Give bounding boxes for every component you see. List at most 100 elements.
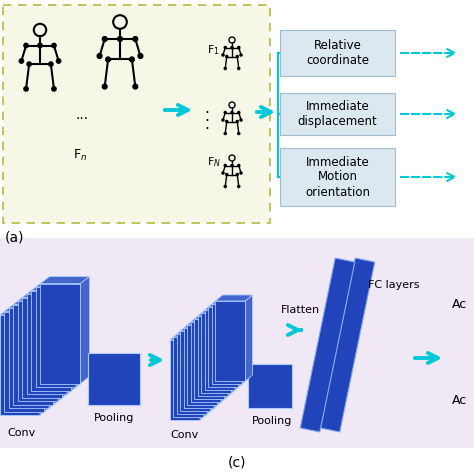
- Polygon shape: [188, 319, 225, 325]
- Bar: [280, 148, 395, 206]
- Text: Immediate
Motion
orientation: Immediate Motion orientation: [305, 155, 370, 199]
- Polygon shape: [4, 311, 45, 411]
- Bar: [88, 353, 140, 405]
- Polygon shape: [49, 301, 58, 408]
- Polygon shape: [214, 322, 221, 408]
- Circle shape: [222, 172, 224, 174]
- Circle shape: [19, 59, 24, 63]
- Circle shape: [118, 36, 122, 41]
- Text: F$_n$: F$_n$: [73, 147, 87, 163]
- Polygon shape: [9, 301, 58, 308]
- Polygon shape: [216, 301, 246, 381]
- Polygon shape: [207, 328, 214, 414]
- Polygon shape: [40, 308, 49, 415]
- Circle shape: [222, 54, 224, 56]
- Circle shape: [133, 36, 137, 41]
- Polygon shape: [246, 295, 253, 381]
- Polygon shape: [218, 319, 225, 405]
- Polygon shape: [212, 304, 242, 384]
- Circle shape: [38, 43, 42, 48]
- Text: .: .: [205, 117, 210, 131]
- Polygon shape: [18, 301, 58, 401]
- Circle shape: [231, 111, 233, 114]
- Circle shape: [226, 55, 228, 57]
- Text: Conv: Conv: [8, 428, 36, 438]
- Circle shape: [24, 87, 28, 91]
- Polygon shape: [198, 316, 228, 396]
- Polygon shape: [4, 304, 54, 311]
- Bar: [3, 5, 270, 223]
- Circle shape: [49, 62, 53, 66]
- Polygon shape: [231, 307, 238, 393]
- Text: Relative
coordinate: Relative coordinate: [306, 39, 369, 67]
- Polygon shape: [194, 313, 231, 319]
- Polygon shape: [209, 301, 246, 307]
- Bar: [0, 238, 474, 448]
- Circle shape: [237, 185, 240, 188]
- Circle shape: [231, 164, 233, 166]
- Text: Pooling: Pooling: [252, 416, 292, 426]
- Text: .: .: [205, 100, 210, 116]
- Polygon shape: [184, 322, 221, 328]
- Circle shape: [24, 43, 28, 48]
- Polygon shape: [18, 294, 67, 301]
- Polygon shape: [177, 328, 214, 334]
- Polygon shape: [31, 291, 72, 391]
- Polygon shape: [181, 331, 210, 411]
- Text: Ac: Ac: [452, 299, 467, 311]
- Circle shape: [106, 57, 110, 62]
- Polygon shape: [205, 310, 235, 390]
- Circle shape: [56, 59, 61, 63]
- Circle shape: [27, 62, 31, 66]
- Polygon shape: [63, 291, 72, 398]
- Circle shape: [240, 54, 242, 56]
- Polygon shape: [188, 325, 218, 405]
- Circle shape: [237, 164, 240, 166]
- Text: Conv: Conv: [171, 430, 199, 440]
- Circle shape: [102, 36, 107, 41]
- Circle shape: [236, 120, 238, 123]
- Polygon shape: [173, 331, 210, 337]
- Circle shape: [52, 87, 56, 91]
- Circle shape: [226, 173, 228, 175]
- Polygon shape: [228, 310, 235, 396]
- Circle shape: [224, 185, 226, 188]
- Polygon shape: [203, 331, 210, 417]
- Circle shape: [138, 54, 143, 58]
- Polygon shape: [31, 283, 81, 291]
- Circle shape: [224, 164, 226, 166]
- Circle shape: [224, 46, 226, 48]
- Polygon shape: [170, 340, 200, 420]
- Polygon shape: [198, 310, 235, 316]
- Circle shape: [224, 132, 226, 135]
- Polygon shape: [221, 316, 228, 402]
- Circle shape: [224, 111, 226, 114]
- Bar: [280, 93, 395, 135]
- Circle shape: [133, 84, 137, 89]
- Polygon shape: [242, 298, 249, 384]
- Circle shape: [129, 57, 134, 62]
- Polygon shape: [54, 298, 63, 404]
- Circle shape: [240, 119, 242, 121]
- Polygon shape: [191, 316, 228, 322]
- Polygon shape: [170, 334, 207, 340]
- Circle shape: [236, 173, 238, 175]
- Polygon shape: [300, 258, 355, 432]
- Bar: [280, 30, 395, 76]
- Polygon shape: [173, 337, 203, 417]
- Text: Pooling: Pooling: [94, 413, 134, 423]
- Text: F$_N$: F$_N$: [207, 155, 221, 169]
- Text: ...: ...: [75, 108, 89, 122]
- Text: Immediate
displacement: Immediate displacement: [298, 100, 377, 128]
- Polygon shape: [0, 308, 49, 315]
- Text: Flatten: Flatten: [281, 305, 319, 315]
- Polygon shape: [22, 291, 72, 298]
- Polygon shape: [238, 301, 246, 387]
- Polygon shape: [81, 276, 90, 383]
- Polygon shape: [36, 287, 76, 387]
- Circle shape: [52, 43, 56, 48]
- Circle shape: [226, 120, 228, 123]
- Polygon shape: [200, 334, 207, 420]
- Circle shape: [240, 172, 242, 174]
- Polygon shape: [0, 315, 40, 415]
